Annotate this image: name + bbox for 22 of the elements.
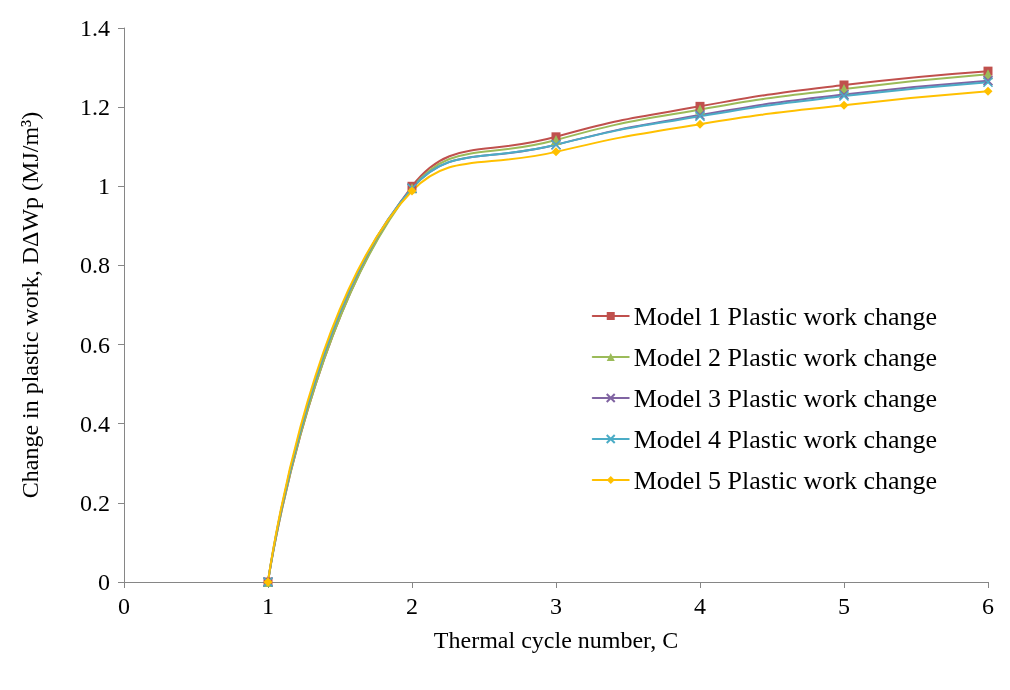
x-axis-title: Thermal cycle number, C [433, 627, 679, 653]
legend-label: Model 2 Plastic work change [633, 342, 937, 372]
y-tick-label: 0 [98, 569, 110, 595]
y-axis-title: Change in plastic work, DΔWp (MJ/m³) [17, 111, 43, 499]
legend-label: Model 5 Plastic work change [633, 465, 937, 495]
x-tick-label: 2 [406, 593, 418, 619]
legend-label: Model 3 Plastic work change [633, 383, 937, 413]
legend-label: Model 1 Plastic work change [633, 301, 937, 331]
x-tick-label: 0 [118, 593, 130, 619]
y-tick-label: 1.2 [80, 94, 110, 121]
legend-label: Model 4 Plastic work change [633, 424, 937, 454]
x-tick-label: 3 [550, 593, 562, 619]
y-tick-label: 0.6 [80, 331, 110, 358]
x-tick-label: 5 [838, 593, 850, 619]
x-tick-label: 4 [694, 593, 706, 619]
y-tick-label: 1 [98, 173, 110, 200]
x-tick-label: 6 [982, 593, 994, 619]
y-tick-label: 0.2 [80, 489, 110, 516]
y-tick-label: 0.4 [80, 410, 110, 437]
y-tick-label: 1.4 [80, 15, 110, 41]
y-tick-label: 0.8 [80, 252, 110, 279]
x-tick-label: 1 [262, 593, 274, 619]
